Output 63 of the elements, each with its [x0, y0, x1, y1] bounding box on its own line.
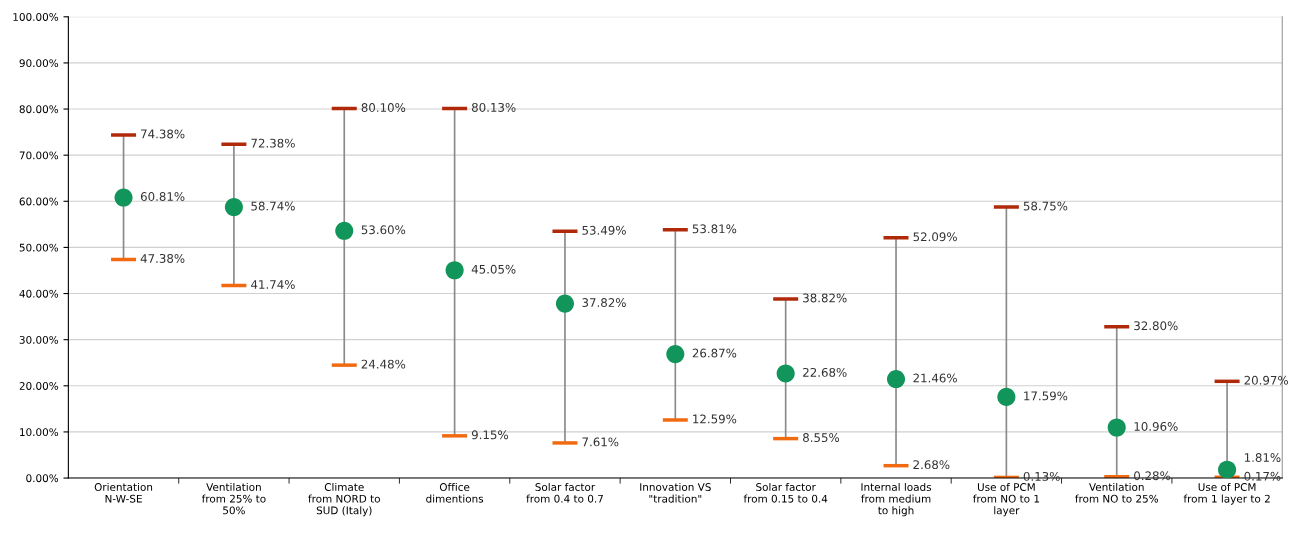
- annotation: 74.38%: [141, 129, 185, 139]
- x-tick-label: Use of PCM from NO to 1 layer: [972, 482, 1040, 517]
- data-label: 58.74%: [251, 201, 295, 211]
- point: [1107, 418, 1126, 437]
- data-label: 53.60%: [361, 225, 406, 235]
- annotation: 8.55%: [803, 433, 840, 443]
- annotation: 24.48%: [361, 359, 406, 369]
- annotation: 7.61%: [582, 437, 619, 447]
- annotation: 53.81%: [692, 224, 737, 234]
- y-tick-label: 60.00%: [19, 197, 59, 206]
- data-label: 10.96%: [1134, 421, 1178, 431]
- point: [666, 345, 685, 364]
- point: [997, 387, 1016, 406]
- data-label: 37.82%: [582, 298, 626, 308]
- annotation: 32.80%: [1134, 321, 1178, 331]
- annotation: 20.97%: [1244, 375, 1288, 385]
- annotation: 38.82%: [803, 293, 847, 303]
- y-tick-label: 30.00%: [19, 335, 59, 344]
- x-tick-label: Use of PCM from 1 layer to 2: [1183, 482, 1270, 505]
- data-label: 22.68%: [803, 367, 847, 377]
- x-tick-label: Office dimentions: [426, 482, 484, 503]
- point: [886, 370, 906, 389]
- data-label: 17.59%: [1024, 391, 1068, 401]
- annotation: 9.15%: [471, 430, 509, 440]
- data-label: 1.81%: [1244, 453, 1281, 463]
- data-label: 26.87%: [692, 348, 737, 358]
- point: [114, 188, 133, 207]
- y-tick-label: 90.00%: [19, 59, 59, 68]
- point: [224, 198, 243, 217]
- point: [335, 221, 354, 240]
- annotation: 72.38%: [251, 138, 295, 148]
- point: [776, 364, 795, 383]
- annotation: 2.68%: [913, 460, 950, 470]
- x-tick-label: Climate from NORD to SUD (Italy): [308, 482, 380, 517]
- y-tick-label: 20.00%: [19, 382, 59, 390]
- x-tick-label: Solar factor from 0.4 to 0.7: [526, 482, 603, 503]
- annotation: 41.74%: [251, 280, 295, 289]
- point: [555, 294, 575, 313]
- x-tick-label: Innovation VS "tradition": [640, 482, 711, 503]
- data-label: 45.05%: [471, 264, 516, 274]
- annotation: 47.38%: [140, 254, 185, 263]
- y-tick-label: 100.00%: [13, 13, 59, 21]
- x-tick-label: Ventilation from 25% to 50%: [201, 482, 266, 515]
- annotation: 58.75%: [1023, 201, 1068, 211]
- y-tick-label: 70.00%: [19, 151, 59, 160]
- y-tick-label: 50.00%: [19, 243, 59, 252]
- annotation: 53.49%: [582, 225, 626, 235]
- annotation: 80.10%: [361, 103, 406, 113]
- y-tick-label: 0.00%: [26, 474, 59, 483]
- annotation: 80.13%: [471, 102, 516, 112]
- annotation: 12.59%: [693, 414, 737, 424]
- data-label: 60.81%: [140, 192, 185, 201]
- data-label: 21.46%: [913, 373, 957, 383]
- annotation: 52.09%: [913, 232, 957, 242]
- x-tick-label: Internal loads from medium to high: [861, 482, 932, 517]
- point: [445, 261, 464, 280]
- point: [1218, 460, 1237, 479]
- x-tick-label: Orientation N-W-SE: [94, 482, 153, 503]
- x-tick-label: Ventilation from NO to 25%: [1075, 482, 1159, 503]
- y-tick-label: 40.00%: [19, 289, 59, 298]
- y-tick-label: 10.00%: [20, 428, 59, 437]
- y-tick-label: 80.00%: [19, 105, 59, 114]
- x-tick-label: Solar factor from 0.15 to 0.4: [743, 482, 828, 503]
